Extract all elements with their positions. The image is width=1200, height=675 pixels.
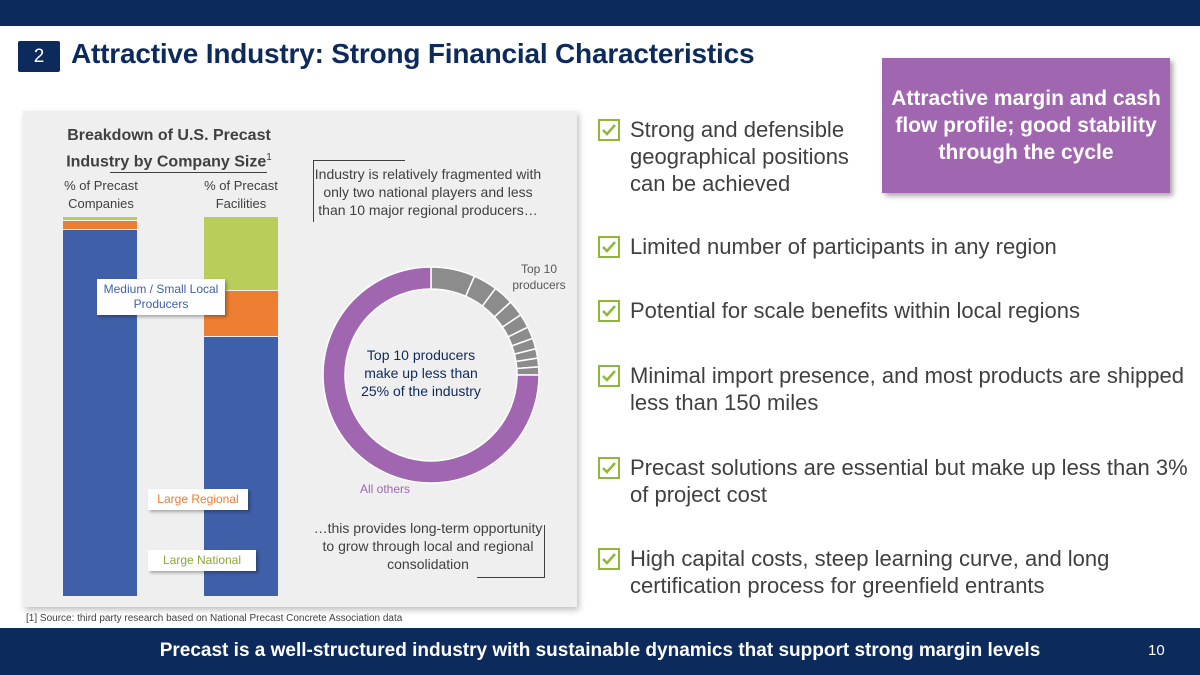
bullet-text: High capital costs, steep learning curve… xyxy=(630,546,1110,598)
bottom-banner xyxy=(0,628,1200,675)
col-header-facilities: % of Precast Facilities xyxy=(204,178,278,211)
label-large-regional: Large Regional xyxy=(148,489,248,510)
bullet-text: Limited number of participants in any re… xyxy=(630,234,1057,259)
chart-panel: Breakdown of U.S. Precast Industry by Co… xyxy=(23,111,577,607)
label-medium-small: Medium / Small Local Producers xyxy=(97,279,225,315)
cons-bracket-side xyxy=(544,525,545,577)
checkbox-icon xyxy=(598,300,620,322)
panel-heading: Breakdown of U.S. Precast Industry by Co… xyxy=(63,125,275,173)
top-banner xyxy=(0,0,1200,26)
bullet-text: Strong and defensible geographical posit… xyxy=(630,117,849,196)
bullet-text: Precast solutions are essential but make… xyxy=(630,455,1188,507)
panel-heading-text: Breakdown of U.S. Precast Industry by Co… xyxy=(66,127,271,171)
checkbox-icon xyxy=(598,119,620,141)
footnote-marker: 1 xyxy=(266,152,272,163)
checkbox-icon xyxy=(598,365,620,387)
checkbox-icon xyxy=(598,457,620,479)
donut-chart xyxy=(322,266,540,484)
page-number: 10 xyxy=(1148,642,1165,659)
label-large-national: Large National xyxy=(148,550,256,571)
donut-slice xyxy=(322,266,540,484)
fragmented-note: Industry is relatively fragmented with o… xyxy=(314,166,542,218)
heading-underline xyxy=(110,172,267,173)
bar-segment xyxy=(63,217,137,220)
callout-text: Attractive margin and cash flow profile;… xyxy=(891,87,1161,164)
donut-label-top10: Top 10 producers xyxy=(512,262,566,292)
frag-bracket-top xyxy=(313,160,405,161)
section-number-badge: 2 xyxy=(18,41,60,72)
checkbox-icon xyxy=(598,236,620,258)
frag-bracket-side xyxy=(313,160,314,222)
cons-bracket-bottom xyxy=(477,577,545,578)
tagline: Precast is a well-structured industry wi… xyxy=(159,640,1041,661)
callout-box: Attractive margin and cash flow profile;… xyxy=(882,58,1170,193)
bullet-text: Minimal import presence, and most produc… xyxy=(630,363,1184,415)
donut-slice xyxy=(515,366,540,376)
source-footnote: [1] Source: third party research based o… xyxy=(26,613,403,624)
donut-center-text: Top 10 producers make up less than 25% o… xyxy=(361,347,481,399)
consolidation-note: …this provides long-term opportunity to … xyxy=(313,520,543,572)
checkbox-icon xyxy=(598,548,620,570)
bar-segment xyxy=(63,220,137,230)
slide-title: Attractive Industry: Strong Financial Ch… xyxy=(71,38,755,69)
donut-label-others: All others xyxy=(359,482,411,496)
bar-segment xyxy=(204,217,278,291)
bullet-text: Potential for scale benefits within loca… xyxy=(630,298,1081,323)
col-header-companies: % of Precast Companies xyxy=(64,178,138,211)
